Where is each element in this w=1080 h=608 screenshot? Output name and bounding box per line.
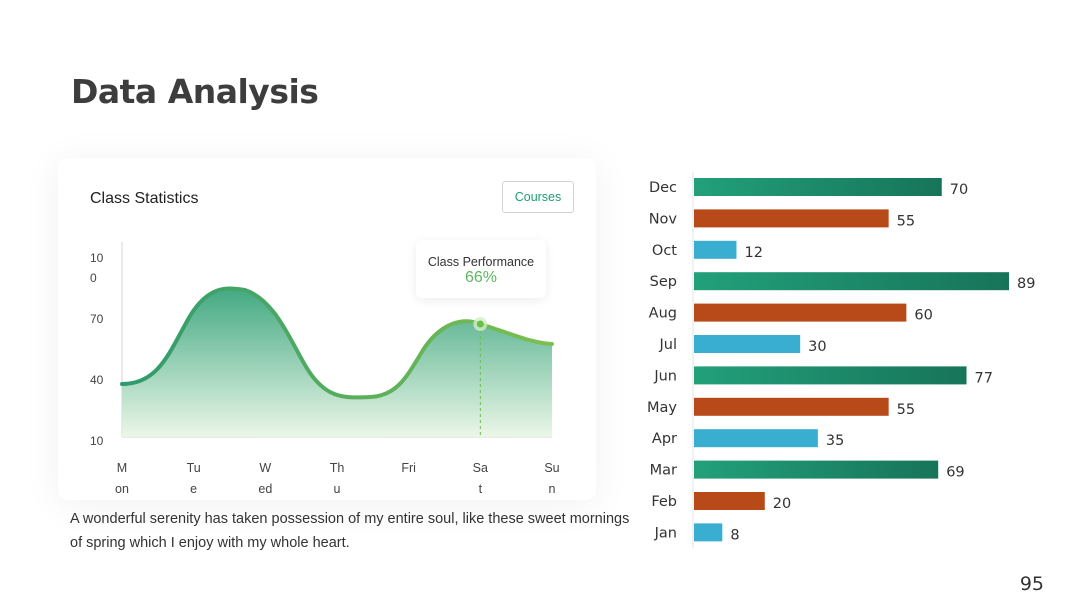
bar-value-label: 20 [773,496,791,512]
bar-oct [694,240,737,259]
x-tick-label: Mon [115,461,129,496]
bar-category-label: Dec [649,180,677,196]
card-title: Class Statistics [90,190,199,207]
bar-value-label: 12 [744,245,762,261]
bar-nov [694,209,889,228]
bar-value-label: 60 [914,308,932,324]
bar-category-label: Sep [650,274,677,290]
highlight-point [476,320,484,328]
y-tick-label: 70 [90,312,104,326]
bar-category-label: Oct [652,243,677,259]
bar-category-label: Aug [649,306,677,322]
bar-mar [694,460,939,479]
y-tick-label: 100 [90,251,104,285]
bar-category-label: Mar [650,463,677,479]
bar-category-label: Jan [654,525,677,541]
bar-value-label: 70 [950,182,968,198]
bar-category-label: Jun [653,368,677,384]
x-tick-label: Sun [544,461,560,496]
bar-category-label: Nov [649,211,678,227]
bar-jan [694,523,723,542]
area-fill [122,288,552,437]
x-tick-label: Tue [186,461,201,496]
bar-feb [694,492,765,510]
bar-value-label: 55 [897,402,915,418]
tooltip-label: Class Performance [427,255,535,269]
bar-category-label: Feb [651,494,677,510]
bar-jul [694,335,801,353]
bar-category-label: May [647,400,677,416]
bar-apr [694,429,818,448]
class-statistics-card [58,158,596,500]
y-tick-label: 40 [90,373,104,387]
bar-sep [694,272,1009,291]
x-tick-label: Fri [401,461,416,475]
bar-jun [694,366,967,385]
y-tick-label: 10 [90,434,104,448]
bar-value-label: 69 [946,465,964,481]
bar-value-label: 8 [730,527,739,543]
tooltip-value: 66% [464,269,498,286]
x-tick-label: Sat [472,461,488,496]
bar-aug [694,303,907,322]
bar-value-label: 30 [808,339,826,355]
bar-value-label: 35 [826,433,844,449]
bar-value-label: 55 [897,213,915,229]
bar-chart: Dec 70 Nov 55 Oct 12 Sep 89 Aug 60 Jul 30 Jun 77 May 55… [647,172,1035,548]
page-number: 95 [1019,573,1044,595]
x-tick-label: Thu [329,461,345,496]
area-chart [120,242,554,438]
class-performance-tooltip: Class Performance 66% [416,240,546,298]
bar-may [694,397,889,416]
page-title: Data Analysis [71,72,319,111]
bar-value-label: 89 [1017,276,1035,292]
courses-button[interactable]: Courses [502,181,574,213]
bar-dec [694,178,942,196]
area-line [120,286,554,400]
description-text: A wonderful serenity has taken possessio… [70,511,630,551]
bar-category-label: Apr [652,431,677,447]
bar-category-label: Jul [659,337,678,353]
bar-value-label: 77 [975,370,993,386]
x-tick-label: Wed [258,461,273,496]
